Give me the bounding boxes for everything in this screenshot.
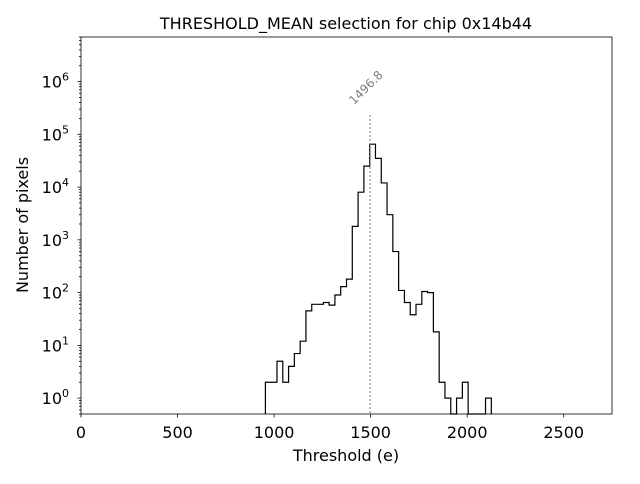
y-tick-label: 103	[42, 229, 69, 250]
histogram-bin	[416, 304, 422, 414]
histogram-bin	[289, 366, 295, 414]
histogram-bin	[294, 354, 300, 414]
histogram-bin	[445, 398, 451, 414]
x-tick-label: 0	[76, 423, 86, 442]
x-tick-label: 2500	[543, 423, 584, 442]
histogram-bin	[352, 226, 358, 414]
y-tick-label: 105	[42, 123, 69, 144]
histogram-bin	[462, 382, 468, 414]
histogram-bin	[277, 361, 283, 414]
histogram-bin	[283, 382, 289, 414]
histogram-bin	[300, 341, 306, 414]
histogram-bin	[387, 215, 393, 414]
histogram-bin	[347, 279, 353, 414]
histogram-bin	[335, 295, 341, 414]
y-tick-label: 100	[42, 387, 69, 408]
histogram-bin	[318, 304, 324, 414]
histogram-bin	[312, 304, 318, 414]
histogram-bin	[486, 398, 492, 414]
histogram-bin	[422, 291, 428, 414]
histogram-bin	[410, 315, 416, 414]
y-tick-label: 104	[42, 176, 69, 197]
y-tick-label: 106	[42, 71, 69, 92]
y-axis-label: Number of pixels	[13, 157, 32, 293]
x-axis-label: Threshold (e)	[292, 446, 399, 465]
y-tick-label: 101	[42, 334, 69, 355]
histogram-bin	[439, 382, 445, 414]
histogram-bin	[381, 183, 387, 414]
histogram-bin	[399, 290, 405, 414]
histogram-bin	[329, 305, 335, 414]
histogram-bin	[306, 311, 312, 414]
histogram-bin	[364, 166, 370, 414]
histogram-bin	[404, 302, 410, 414]
histogram-series	[264, 143, 492, 415]
histogram-bin	[433, 332, 439, 414]
histogram-bin	[323, 302, 329, 414]
histogram-bin	[341, 287, 347, 414]
histogram-bin	[265, 382, 271, 414]
x-tick-label: 1500	[350, 423, 391, 442]
histogram-bin	[375, 158, 381, 414]
histogram-bin	[457, 398, 463, 414]
x-tick-label: 1000	[254, 423, 295, 442]
y-tick-label: 102	[42, 282, 69, 303]
histogram-bin	[393, 252, 399, 414]
plot-frame	[80, 36, 613, 415]
x-tick-label: 500	[162, 423, 193, 442]
histogram-bin	[428, 293, 434, 414]
histogram-bin	[271, 382, 277, 414]
chart-title: THRESHOLD_MEAN selection for chip 0x14b4…	[159, 14, 532, 34]
x-tick-label: 2000	[447, 423, 488, 442]
histogram-bin	[358, 192, 364, 414]
